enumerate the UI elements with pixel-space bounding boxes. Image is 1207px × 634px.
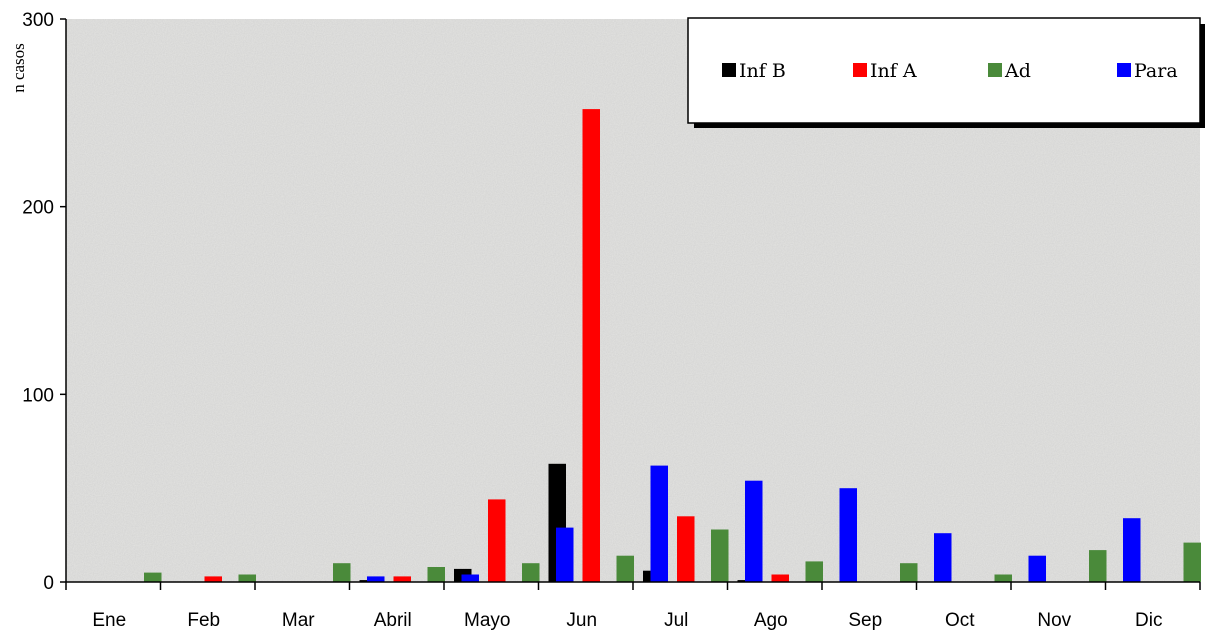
axes-group: 0 100 200 300 Ene Feb Mar Abril Mayo Jun Jul Ago Sep… (22, 10, 1201, 631)
bar-ad-jun (616, 555, 634, 582)
x-tick-label: Ago (754, 610, 788, 631)
bar-para-jul (745, 480, 763, 582)
bar-para-ago (839, 488, 857, 582)
x-tick-label: Nov (1037, 610, 1071, 631)
bar-para-mar (367, 576, 385, 582)
legend-swatch-inf-a (853, 63, 867, 77)
legend-swatch-inf-b (722, 63, 736, 77)
y-tick-label: 200 (22, 198, 54, 219)
legend-label: Ad (1004, 60, 1031, 82)
bar-inf-a-ago (771, 574, 789, 582)
bar-ad-jul (711, 529, 729, 582)
legend-label: Inf B (739, 60, 786, 82)
x-tick-label: Mayo (464, 610, 510, 631)
bar-para-oct (1028, 555, 1046, 582)
x-tick-label: Mar (282, 610, 315, 631)
bar-ad-feb (238, 574, 256, 582)
legend-label: Inf A (870, 60, 917, 82)
bar-inf-a-mayo (488, 499, 506, 582)
legend: Inf B Inf A Ad Para (687, 17, 1205, 128)
bar-para-mayo (556, 527, 574, 582)
x-tick-label: Oct (945, 610, 975, 631)
bar-inf-a-feb (204, 576, 222, 582)
bar-para-sep (934, 533, 952, 582)
x-tick-label: Sep (848, 610, 882, 631)
y-tick-label: 300 (22, 10, 54, 31)
legend-box (687, 17, 1201, 124)
bar-ad-nov (1089, 550, 1107, 582)
y-tick-label: 100 (22, 385, 54, 406)
x-tick-label: Feb (187, 610, 220, 631)
bar-inf-a-jun (582, 109, 600, 582)
bar-inf-a-abril (393, 576, 411, 582)
bar-para-jun (650, 465, 668, 582)
bar-ad-sep (900, 563, 918, 582)
x-tick-label: Dic (1135, 610, 1162, 631)
bar-ad-mar (333, 563, 351, 582)
x-tick-label: Ene (92, 610, 126, 631)
bar-para-nov (1123, 518, 1141, 582)
bar-para-abril (461, 574, 479, 582)
x-tick-label: Jun (566, 610, 597, 631)
bar-ad-abril (427, 567, 445, 582)
y-tick-label: 0 (43, 573, 54, 594)
legend-label: Para (1134, 60, 1178, 82)
legend-swatch-ad (988, 63, 1002, 77)
bar-ad-ago (805, 561, 823, 582)
legend-swatch-para (1117, 63, 1131, 77)
bar-ad-oct (994, 574, 1012, 582)
bar-ad-dic (1183, 542, 1201, 582)
bar-ad-mayo (522, 563, 540, 582)
bar-inf-a-jul (677, 516, 695, 582)
legend-items: Inf B Inf A Ad Para (722, 60, 1178, 82)
x-tick-label: Abril (374, 610, 412, 631)
x-tick-label: Jul (664, 610, 688, 631)
bars-group (144, 109, 1201, 582)
y-axis-label: n casos (9, 43, 28, 93)
bar-ad-ene (144, 572, 162, 582)
